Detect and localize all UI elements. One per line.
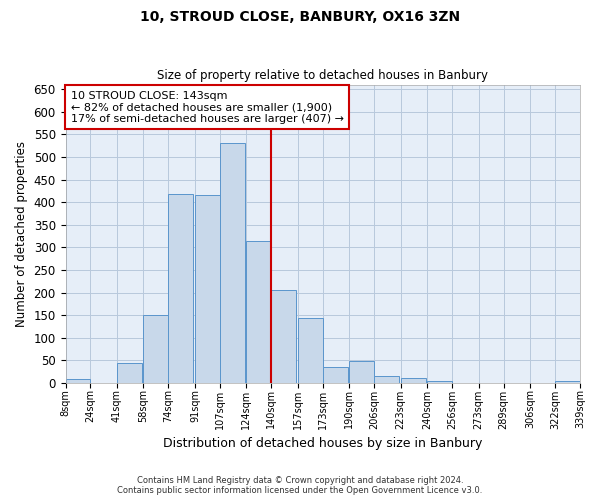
Bar	[349, 362, 374, 383]
Y-axis label: Number of detached properties: Number of detached properties	[15, 141, 28, 327]
Bar	[555, 381, 580, 383]
Bar	[323, 367, 348, 383]
Title: Size of property relative to detached houses in Banbury: Size of property relative to detached ho…	[157, 69, 488, 82]
Bar	[247, 240, 271, 383]
Bar	[65, 380, 91, 383]
Bar	[298, 318, 323, 383]
Text: 10, STROUD CLOSE, BANBURY, OX16 3ZN: 10, STROUD CLOSE, BANBURY, OX16 3ZN	[140, 10, 460, 24]
Bar	[374, 376, 399, 383]
Bar	[195, 195, 220, 383]
X-axis label: Distribution of detached houses by size in Banbury: Distribution of detached houses by size …	[163, 437, 482, 450]
Text: Contains HM Land Registry data © Crown copyright and database right 2024.
Contai: Contains HM Land Registry data © Crown c…	[118, 476, 482, 495]
Bar	[117, 363, 142, 383]
Bar	[143, 315, 169, 383]
Bar	[220, 144, 245, 383]
Text: 10 STROUD CLOSE: 143sqm
← 82% of detached houses are smaller (1,900)
17% of semi: 10 STROUD CLOSE: 143sqm ← 82% of detache…	[71, 90, 344, 124]
Bar	[427, 381, 452, 383]
Bar	[401, 378, 425, 383]
Bar	[169, 194, 193, 383]
Bar	[271, 290, 296, 383]
